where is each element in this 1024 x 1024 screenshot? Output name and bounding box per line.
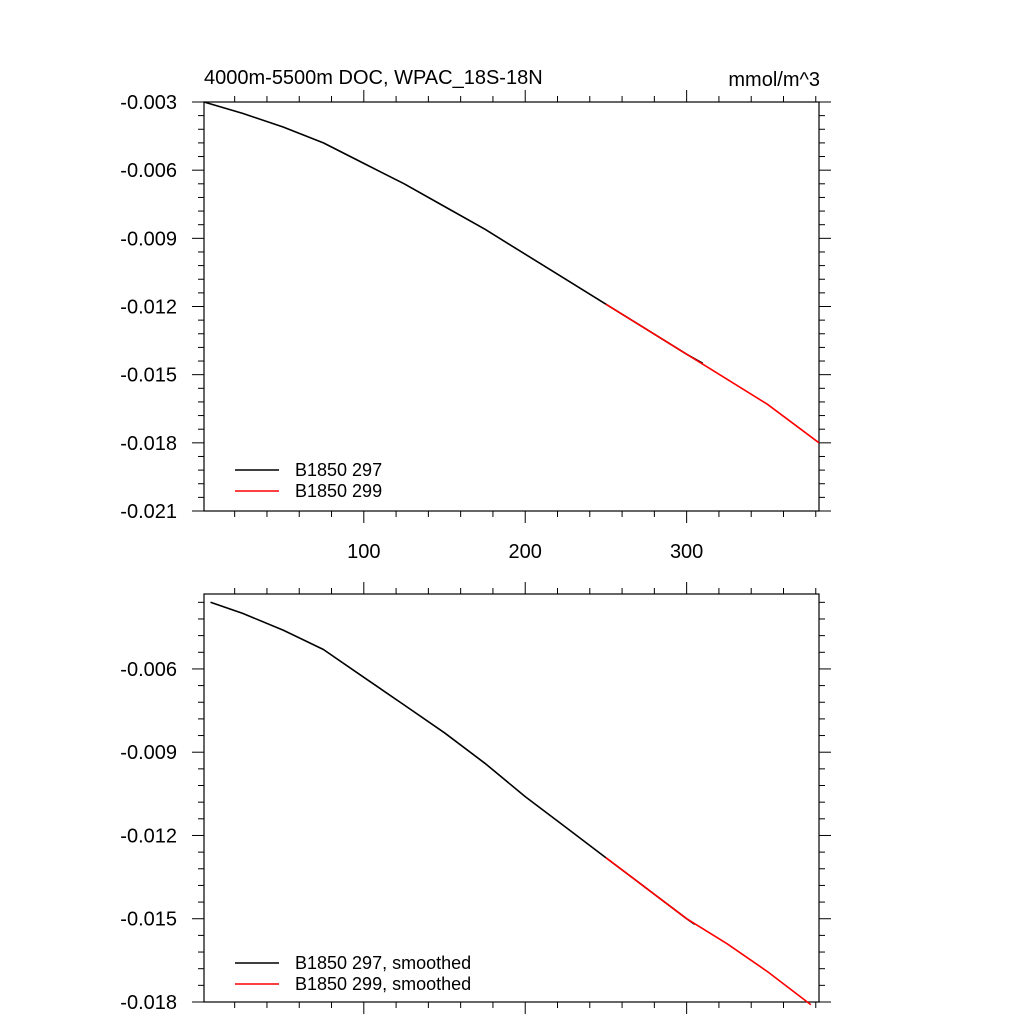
chart-title: 4000m-5500m DOC, WPAC_18S-18N xyxy=(204,67,543,89)
x-tick-label: 200 xyxy=(509,541,542,563)
series-line-1 xyxy=(203,101,704,364)
units-label: mmol/m^3 xyxy=(728,69,820,91)
legend-label-1: B1850 297 xyxy=(295,460,382,480)
y-tick-label: -0.003 xyxy=(120,92,177,114)
top-panel: 100 200 300 -0.003 -0.006 -0.009 -0.012 -0.015 -… xyxy=(120,90,831,563)
y-tick-label: -0.015 xyxy=(120,909,177,931)
x-tick-label: 100 xyxy=(347,541,380,563)
series-line-2 xyxy=(605,857,812,1006)
y-tick-label: -0.009 xyxy=(120,228,177,250)
bottom-panel: -0.006 -0.009 -0.012 -0.015 -0.018 B1850 297,… xyxy=(120,582,831,1014)
plot-frame xyxy=(203,593,820,1003)
y-tick-label: -0.006 xyxy=(120,659,177,681)
y-tick-label: -0.009 xyxy=(120,742,177,764)
plot-frame xyxy=(203,101,820,512)
legend-label-1: B1850 297, smoothed xyxy=(295,953,471,973)
series-line-2 xyxy=(605,303,820,444)
x-tick-label: 300 xyxy=(670,541,703,563)
y-tick-label: -0.012 xyxy=(120,825,177,847)
legend-label-2: B1850 299 xyxy=(295,481,382,501)
y-tick-label: -0.018 xyxy=(120,433,177,455)
y-tick-label: -0.018 xyxy=(120,992,177,1014)
y-tick-label: -0.006 xyxy=(120,160,177,182)
y-tick-label: -0.012 xyxy=(120,297,177,319)
legend-label-2: B1850 299, smoothed xyxy=(295,974,471,994)
y-tick-label: -0.021 xyxy=(120,501,177,523)
series-line-1 xyxy=(210,601,696,925)
y-tick-label: -0.015 xyxy=(120,365,177,387)
